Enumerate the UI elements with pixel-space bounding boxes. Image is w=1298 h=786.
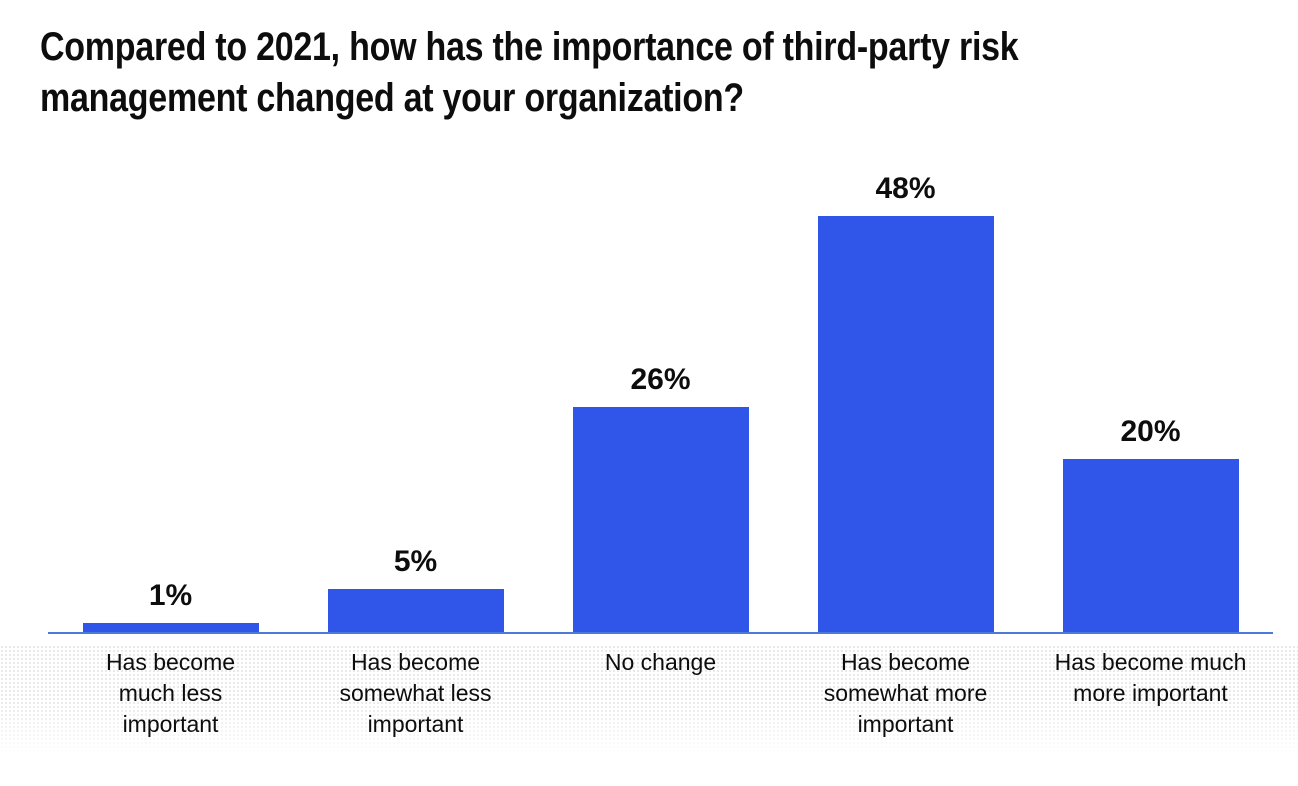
category-label-line: much less (118, 680, 223, 706)
category-label: Has become somewhat less important (293, 647, 538, 740)
category-label-line: Has become (840, 649, 971, 675)
bar (572, 407, 749, 632)
bar-column: 48% (783, 172, 1028, 632)
bar-value-label: 20% (1120, 415, 1181, 448)
bar (817, 216, 994, 632)
chart-title: Compared to 2021, how has the importance… (40, 22, 1230, 124)
category-label-line: more important (1073, 680, 1228, 706)
category-label-line: important (122, 711, 219, 737)
bar-column: 5% (293, 545, 538, 632)
bar (82, 623, 259, 632)
bar-column: 20% (1028, 415, 1273, 632)
category-label: Has become much more important (1028, 647, 1273, 740)
bar-value-label: 5% (393, 545, 438, 578)
plot-area: 1% 5% 26% 48% 20% (48, 172, 1273, 632)
category-label-line: somewhat less (339, 680, 492, 706)
chart-title-line-1: Compared to 2021, how has the importance… (40, 25, 1019, 69)
bar-value-label: 26% (630, 363, 691, 396)
category-label-line: Has become (105, 649, 236, 675)
category-label-line: No change (604, 649, 717, 675)
category-label: No change (538, 647, 783, 740)
chart-title-line-2: management changed at your organization? (40, 76, 744, 120)
category-label-line: Has become (350, 649, 481, 675)
category-label-line: important (857, 711, 954, 737)
bar-value-label: 48% (875, 172, 936, 205)
bar-column: 1% (48, 579, 293, 632)
bar-value-label: 1% (148, 579, 193, 612)
bar (1062, 459, 1239, 632)
category-label: Has become much less important (48, 647, 293, 740)
bar (327, 589, 504, 632)
x-axis-line (48, 632, 1273, 634)
category-label-line: important (367, 711, 464, 737)
category-label-line: somewhat more (823, 680, 988, 706)
x-axis-labels: Has become much less important Has become so… (48, 647, 1273, 740)
bar-column: 26% (538, 363, 783, 632)
category-label: Has become somewhat more important (783, 647, 1028, 740)
category-label-line: Has become much (1054, 649, 1247, 675)
